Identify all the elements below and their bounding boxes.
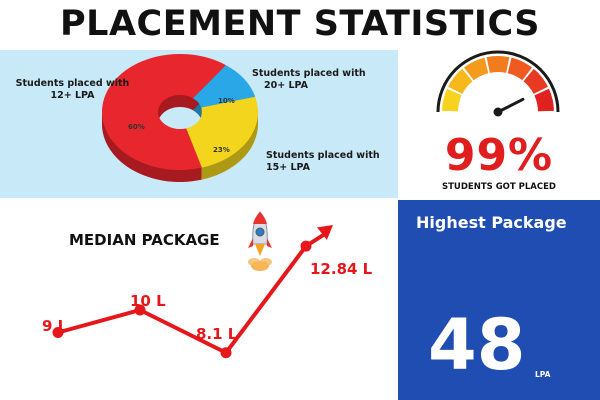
highest-value: 48 bbox=[428, 304, 526, 386]
donut-chart bbox=[101, 53, 259, 182]
gauge-segment bbox=[507, 57, 533, 81]
placed-percentage: 99% bbox=[444, 130, 554, 181]
pie-slice bbox=[192, 65, 256, 108]
label-12-line1: Students placed with bbox=[15, 78, 130, 89]
median-point-label: 10 L bbox=[130, 292, 166, 310]
trend-arrow-icon bbox=[304, 225, 333, 249]
median-point bbox=[220, 347, 232, 359]
label-20-line2: 20+ LPA bbox=[264, 80, 308, 91]
median-point-label: 8.1 L bbox=[196, 325, 238, 343]
pie-slice bbox=[102, 53, 226, 170]
median-point bbox=[134, 304, 146, 316]
placed-caption: STUDENTS GOT PLACED bbox=[442, 182, 556, 192]
highest-unit: LPA bbox=[535, 370, 551, 379]
placement-gauge-panel: 99% STUDENTS GOT PLACED bbox=[398, 50, 600, 200]
median-series-line bbox=[56, 244, 308, 355]
gauge-outline bbox=[436, 50, 560, 113]
gauge-segment bbox=[523, 68, 548, 94]
pie-chart-panel: Students placed with 12+ LPA Students pl… bbox=[0, 50, 398, 198]
label-15-line2: 15+ LPA bbox=[266, 162, 310, 173]
label-20-lpa: Students placed with 20+ LPA bbox=[252, 68, 392, 92]
label-20-line1: Students placed with bbox=[252, 68, 366, 79]
slice-label-23: 23% bbox=[213, 146, 230, 154]
gauge-icon bbox=[436, 50, 560, 117]
median-point-label: 9 L bbox=[42, 317, 68, 335]
gauge-needle bbox=[496, 97, 525, 114]
gauge-segment bbox=[448, 68, 473, 94]
gauge-segment bbox=[463, 57, 489, 81]
median-line-chart bbox=[52, 225, 333, 359]
label-15-lpa: Students placed with 15+ LPA bbox=[266, 150, 396, 174]
highest-package-panel: Highest Package 48 LPA bbox=[398, 200, 600, 400]
slice-label-60: 60% bbox=[128, 123, 145, 131]
label-15-line1: Students placed with bbox=[266, 150, 380, 161]
highest-title: Highest Package bbox=[416, 213, 567, 232]
rocket-icon bbox=[248, 211, 272, 271]
slice-label-10: 10% bbox=[218, 97, 235, 105]
median-point-label: 12.84 L bbox=[310, 260, 373, 278]
label-12-lpa: Students placed with 12+ LPA bbox=[10, 78, 135, 102]
median-point bbox=[52, 327, 64, 338]
pie-slice bbox=[186, 96, 258, 168]
gauge-segment bbox=[486, 56, 510, 73]
label-12-line2: 12+ LPA bbox=[50, 90, 95, 101]
page-title: PLACEMENT STATISTICS bbox=[59, 4, 540, 44]
median-title: MEDIAN PACKAGE bbox=[69, 231, 220, 249]
gauge-segment bbox=[442, 88, 462, 112]
median-package-panel: MEDIAN PACKAGE 9 L 10 L 8.1 L 12.84 L bbox=[0, 200, 398, 400]
gauge-segment bbox=[534, 88, 554, 112]
